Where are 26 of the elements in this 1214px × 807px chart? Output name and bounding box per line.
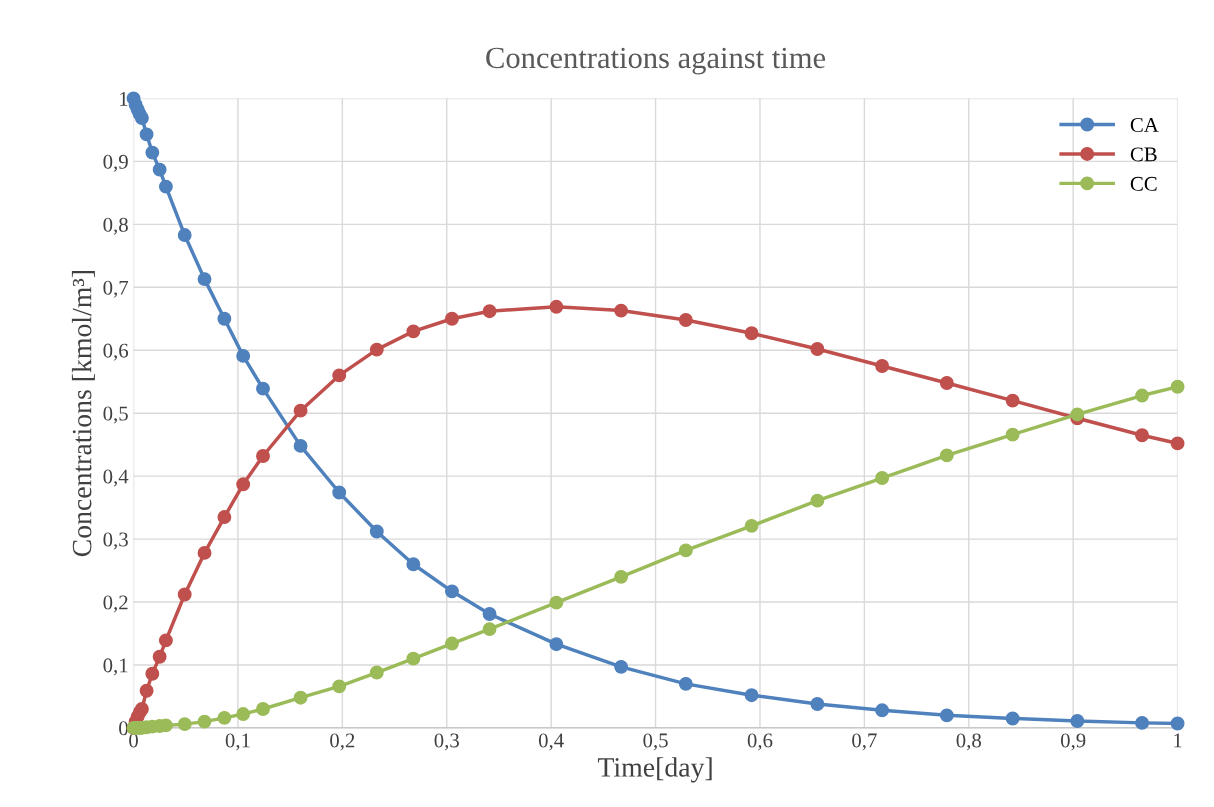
y-tick-label: 0,8 bbox=[103, 217, 128, 235]
y-tick-label: 0,5 bbox=[103, 406, 128, 424]
legend-label: CC bbox=[1130, 176, 1157, 191]
x-tick-label: 0,2 bbox=[330, 733, 355, 751]
y-tick-label: 0,1 bbox=[103, 658, 128, 676]
x-tick-label: 0,3 bbox=[434, 733, 459, 751]
chart-title: Concentrations against time bbox=[486, 47, 826, 75]
y-tick-label: 0,7 bbox=[103, 280, 129, 298]
legend-label: CA bbox=[1130, 117, 1159, 132]
y-tick-label: 0,4 bbox=[103, 469, 129, 487]
x-tick-label: 0,7 bbox=[852, 733, 877, 751]
x-tick-label: 0,1 bbox=[225, 733, 250, 751]
x-tick-label: 0,5 bbox=[643, 733, 668, 751]
x-tick-label: 0,9 bbox=[1060, 733, 1086, 751]
y-tick-label: 0,3 bbox=[103, 532, 128, 550]
x-axis-title: Time[day] bbox=[597, 757, 712, 783]
y-tick-label: 1 bbox=[120, 91, 128, 106]
x-tick-label: 0,6 bbox=[747, 733, 773, 751]
y-tick-label: 0,6 bbox=[103, 343, 129, 361]
y-tick-label: 0,2 bbox=[103, 595, 128, 613]
y-tick-label: 0,9 bbox=[103, 154, 128, 172]
x-tick-label: 0,8 bbox=[956, 733, 981, 751]
y-axis-title: Concentrations [kmol/m³] bbox=[71, 271, 95, 557]
x-tick-label: 0,4 bbox=[538, 733, 564, 751]
x-tick-label: 1 bbox=[1174, 733, 1182, 748]
legend-label: CB bbox=[1130, 147, 1157, 162]
